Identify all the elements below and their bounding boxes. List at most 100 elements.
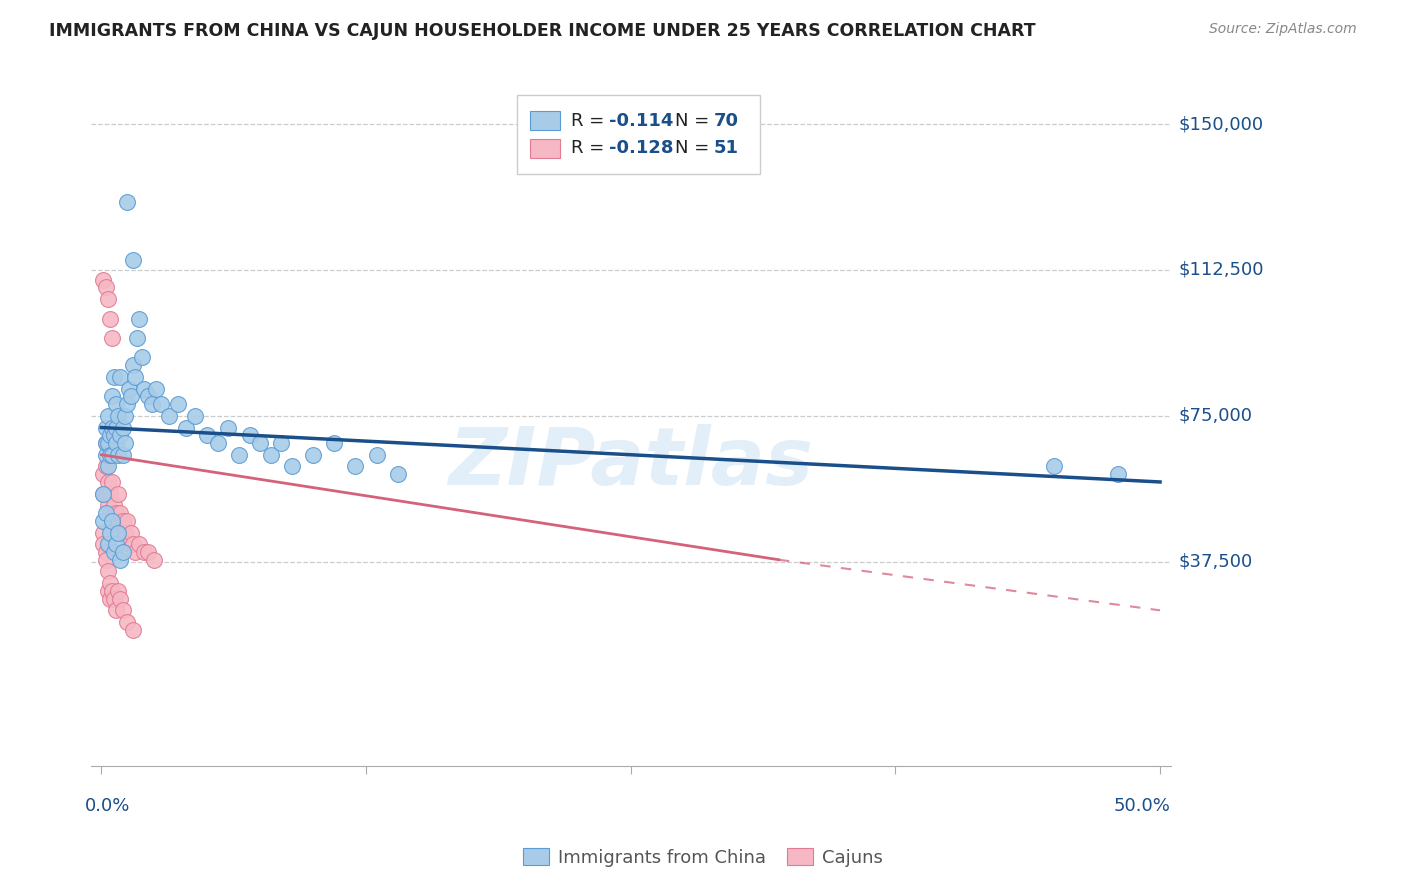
Point: [111, 420, 134, 434]
Text: N =: N =: [675, 112, 716, 130]
Point: [98, 506, 121, 520]
Point: [93, 537, 115, 551]
Point: [302, 448, 325, 462]
Point: [94, 553, 117, 567]
Text: N =: N =: [675, 139, 716, 157]
Point: [122, 253, 145, 268]
Point: [97, 565, 120, 579]
Text: $150,000: $150,000: [1180, 115, 1264, 133]
Legend: Immigrants from China, Cajuns: Immigrants from China, Cajuns: [516, 841, 890, 874]
Point: [93, 486, 115, 500]
Point: [98, 576, 121, 591]
Point: [94, 459, 117, 474]
Point: [115, 194, 138, 209]
Point: [157, 409, 180, 423]
Point: [98, 591, 121, 606]
Point: [136, 545, 159, 559]
Point: [101, 583, 124, 598]
Point: [120, 525, 142, 540]
Point: [97, 583, 120, 598]
Point: [98, 428, 121, 442]
Text: 0.0%: 0.0%: [86, 797, 131, 814]
Point: [136, 389, 159, 403]
Text: -0.128: -0.128: [609, 139, 673, 157]
Point: [101, 420, 124, 434]
Point: [110, 553, 132, 567]
Point: [111, 545, 134, 559]
Point: [323, 436, 346, 450]
Point: [107, 514, 129, 528]
Point: [141, 397, 163, 411]
Point: [207, 436, 229, 450]
Point: [122, 623, 145, 637]
Point: [217, 420, 239, 434]
Point: [97, 409, 120, 423]
Text: -0.114: -0.114: [609, 112, 673, 130]
Point: [127, 331, 149, 345]
Point: [128, 537, 150, 551]
Point: [115, 615, 138, 629]
Point: [110, 525, 132, 540]
Point: [114, 525, 136, 540]
Text: ZIPatlas: ZIPatlas: [449, 424, 813, 502]
Point: [122, 359, 145, 373]
Point: [105, 436, 128, 450]
Point: [93, 467, 115, 482]
Point: [101, 331, 124, 345]
Point: [260, 448, 283, 462]
Point: [107, 409, 129, 423]
Point: [94, 436, 117, 450]
Text: 70: 70: [714, 112, 738, 130]
Text: R =: R =: [571, 112, 610, 130]
Point: [101, 514, 124, 528]
Point: [195, 428, 218, 442]
Point: [143, 553, 166, 567]
Point: [128, 311, 150, 326]
Point: [1043, 459, 1066, 474]
Point: [110, 428, 132, 442]
Point: [110, 506, 132, 520]
Point: [103, 498, 125, 512]
Point: [103, 517, 125, 532]
Point: [94, 506, 117, 520]
Point: [387, 467, 409, 482]
Point: [183, 409, 205, 423]
Point: [103, 428, 125, 442]
Point: [344, 459, 367, 474]
Point: [1107, 467, 1129, 482]
Point: [98, 525, 121, 540]
Point: [105, 603, 128, 617]
Point: [111, 603, 134, 617]
Point: [94, 420, 117, 434]
Point: [145, 382, 167, 396]
Point: [270, 436, 292, 450]
Point: [103, 591, 125, 606]
Point: [105, 525, 128, 540]
Point: [105, 420, 128, 434]
Point: [166, 397, 188, 411]
Point: [101, 389, 124, 403]
Point: [281, 459, 304, 474]
Point: [149, 397, 172, 411]
Point: [98, 311, 121, 326]
Point: [94, 448, 117, 462]
Point: [124, 370, 146, 384]
Point: [97, 459, 120, 474]
Text: 50.0%: 50.0%: [1114, 797, 1171, 814]
Point: [97, 475, 120, 489]
Point: [132, 545, 155, 559]
Point: [110, 370, 132, 384]
Point: [105, 506, 128, 520]
Point: [118, 382, 141, 396]
Point: [107, 525, 129, 540]
Point: [94, 436, 117, 450]
Point: [107, 583, 129, 598]
Point: [228, 448, 250, 462]
Point: [115, 397, 138, 411]
Point: [97, 537, 120, 551]
Point: [101, 475, 124, 489]
Point: [174, 420, 197, 434]
Point: [111, 448, 134, 462]
Text: $37,500: $37,500: [1180, 553, 1253, 571]
Point: [93, 273, 115, 287]
